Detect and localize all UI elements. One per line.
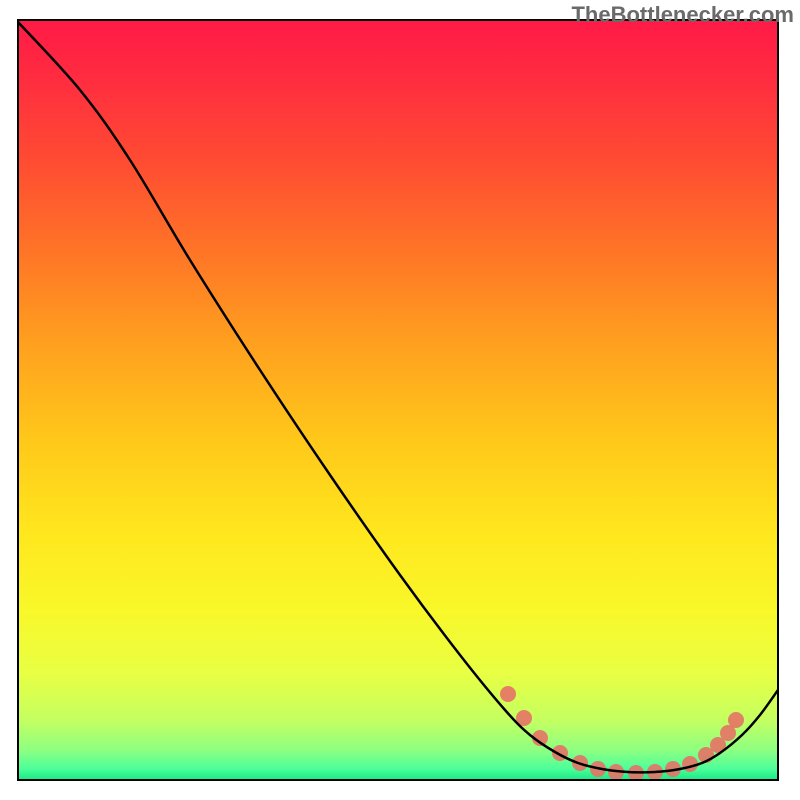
gradient-background [18, 20, 778, 780]
watermark-text: TheBottlenecker.com [571, 2, 794, 28]
chart-container: TheBottlenecker.com [0, 0, 800, 800]
scatter-point [500, 686, 516, 702]
scatter-point [728, 712, 744, 728]
bottleneck-chart-svg [0, 0, 800, 800]
